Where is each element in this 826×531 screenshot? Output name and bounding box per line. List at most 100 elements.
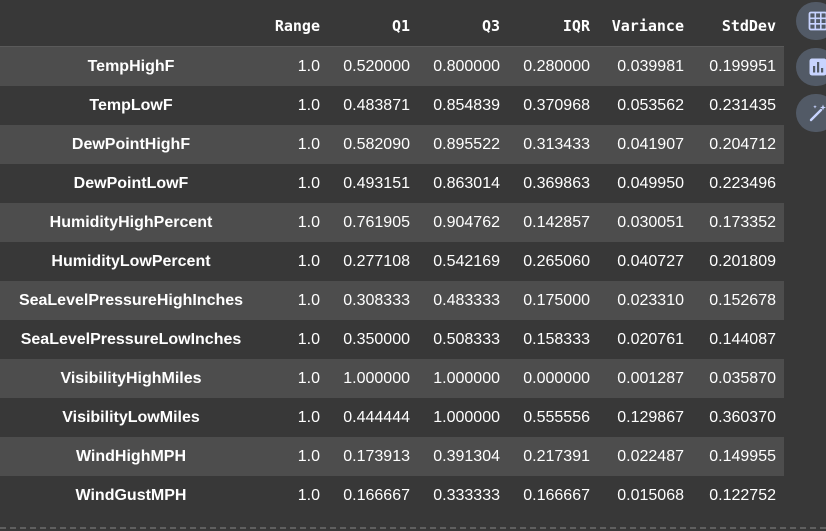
cell-q3: 0.333333 <box>433 486 500 504</box>
cell-variance: 0.040727 <box>617 252 684 270</box>
cell-variance: 0.020761 <box>617 330 684 348</box>
cell-stddev: 0.199951 <box>709 57 776 75</box>
generate-code-button[interactable] <box>796 94 826 132</box>
cell-iqr: 0.265060 <box>523 252 590 270</box>
cell-q1: 0.350000 <box>343 330 410 348</box>
convert-to-table-button[interactable] <box>796 2 826 40</box>
cell-stddev: 0.144087 <box>709 330 776 348</box>
cell-q1: 0.520000 <box>343 57 410 75</box>
cell-q3: 1.000000 <box>433 408 500 426</box>
table-grid-icon <box>808 11 826 31</box>
column-header-q1: Q1 <box>328 6 418 47</box>
column-header-range: Range <box>262 6 328 47</box>
cell-q1: 1.000000 <box>343 369 410 387</box>
cell-stddev: 0.201809 <box>709 252 776 270</box>
row-label: DewPointHighF <box>71 135 191 153</box>
cell-q1: 0.761905 <box>343 213 410 231</box>
row-label: WindGustMPH <box>75 486 187 504</box>
table-row: SeaLevelPressureLowInches 1.0 0.350000 0… <box>0 320 784 359</box>
table-body: TempHighF 1.0 0.520000 0.800000 0.280000… <box>0 46 784 515</box>
dataframe-output: Range Q1 Q3 IQR Variance StdDev TempHigh… <box>0 6 784 515</box>
cell-q3: 0.391304 <box>433 447 500 465</box>
cell-q1: 0.277108 <box>343 252 410 270</box>
table-row: VisibilityLowMiles 1.0 0.444444 1.000000… <box>0 398 784 437</box>
cell-q3: 0.895522 <box>433 135 500 153</box>
cell-variance: 0.001287 <box>617 369 684 387</box>
row-label: HumidityLowPercent <box>51 252 211 270</box>
cell-q1: 0.483871 <box>343 96 410 114</box>
cell-iqr: 0.313433 <box>523 135 590 153</box>
row-label: TempHighF <box>87 57 175 75</box>
suggest-charts-button[interactable] <box>796 48 826 86</box>
cell-q3: 1.000000 <box>433 369 500 387</box>
cell-range: 1.0 <box>297 135 320 153</box>
cell-q3: 0.508333 <box>433 330 500 348</box>
bar-chart-icon <box>809 58 826 76</box>
cell-variance: 0.022487 <box>617 447 684 465</box>
table-row: TempLowF 1.0 0.483871 0.854839 0.370968 … <box>0 86 784 125</box>
cell-stddev: 0.122752 <box>709 486 776 504</box>
cell-q1: 0.308333 <box>343 291 410 309</box>
table-row: TempHighF 1.0 0.520000 0.800000 0.280000… <box>0 46 784 86</box>
cell-stddev: 0.149955 <box>709 447 776 465</box>
column-header-iqr: IQR <box>508 6 598 47</box>
output-side-toolbar <box>796 2 826 140</box>
cell-stddev: 0.152678 <box>709 291 776 309</box>
table-header: Range Q1 Q3 IQR Variance StdDev <box>0 6 784 47</box>
table-row: HumidityHighPercent 1.0 0.761905 0.90476… <box>0 203 784 242</box>
cell-variance: 0.015068 <box>617 486 684 504</box>
cell-iqr: 0.158333 <box>523 330 590 348</box>
cell-range: 1.0 <box>297 96 320 114</box>
row-label: WindHighMPH <box>75 447 187 465</box>
cell-iqr: 0.175000 <box>523 291 590 309</box>
row-label: VisibilityLowMiles <box>62 408 200 426</box>
cell-range: 1.0 <box>297 213 320 231</box>
cell-iqr: 0.280000 <box>523 57 590 75</box>
cell-iqr: 0.217391 <box>523 447 590 465</box>
cell-range: 1.0 <box>297 330 320 348</box>
cell-range: 1.0 <box>297 447 320 465</box>
cell-q3: 0.904762 <box>433 213 500 231</box>
cell-q1: 0.166667 <box>343 486 410 504</box>
cell-q3: 0.854839 <box>433 96 500 114</box>
cell-stddev: 0.360370 <box>709 408 776 426</box>
row-label: SeaLevelPressureLowInches <box>20 330 242 348</box>
cell-range: 1.0 <box>297 369 320 387</box>
cell-iqr: 0.555556 <box>523 408 590 426</box>
cell-q1: 0.444444 <box>343 408 410 426</box>
table-row: WindHighMPH 1.0 0.173913 0.391304 0.2173… <box>0 437 784 476</box>
cell-variance: 0.039981 <box>617 57 684 75</box>
row-label: SeaLevelPressureHighInches <box>18 291 244 309</box>
cell-divider <box>0 527 826 529</box>
cell-variance: 0.041907 <box>617 135 684 153</box>
table-row: DewPointHighF 1.0 0.582090 0.895522 0.31… <box>0 125 784 164</box>
cell-range: 1.0 <box>297 174 320 192</box>
magic-wand-icon <box>809 104 826 122</box>
cell-q3: 0.863014 <box>433 174 500 192</box>
cell-q1: 0.493151 <box>343 174 410 192</box>
cell-q3: 0.542169 <box>433 252 500 270</box>
row-label: DewPointLowF <box>73 174 189 192</box>
cell-q1: 0.582090 <box>343 135 410 153</box>
cell-stddev: 0.204712 <box>709 135 776 153</box>
cell-iqr: 0.166667 <box>523 486 590 504</box>
cell-range: 1.0 <box>297 252 320 270</box>
cell-variance: 0.129867 <box>617 408 684 426</box>
cell-variance: 0.023310 <box>617 291 684 309</box>
table-row: WindGustMPH 1.0 0.166667 0.333333 0.1666… <box>0 476 784 515</box>
cell-range: 1.0 <box>297 486 320 504</box>
column-header-q3: Q3 <box>418 6 508 47</box>
cell-iqr: 0.369863 <box>523 174 590 192</box>
table-row: SeaLevelPressureHighInches 1.0 0.308333 … <box>0 281 784 320</box>
header-row: Range Q1 Q3 IQR Variance StdDev <box>0 6 784 47</box>
cell-iqr: 0.000000 <box>523 369 590 387</box>
cell-variance: 0.049950 <box>617 174 684 192</box>
cell-iqr: 0.370968 <box>523 96 590 114</box>
table-row: DewPointLowF 1.0 0.493151 0.863014 0.369… <box>0 164 784 203</box>
dataframe-table: Range Q1 Q3 IQR Variance StdDev TempHigh… <box>0 6 784 515</box>
table-row: HumidityLowPercent 1.0 0.277108 0.542169… <box>0 242 784 281</box>
cell-iqr: 0.142857 <box>523 213 590 231</box>
cell-q3: 0.483333 <box>433 291 500 309</box>
cell-q1: 0.173913 <box>343 447 410 465</box>
